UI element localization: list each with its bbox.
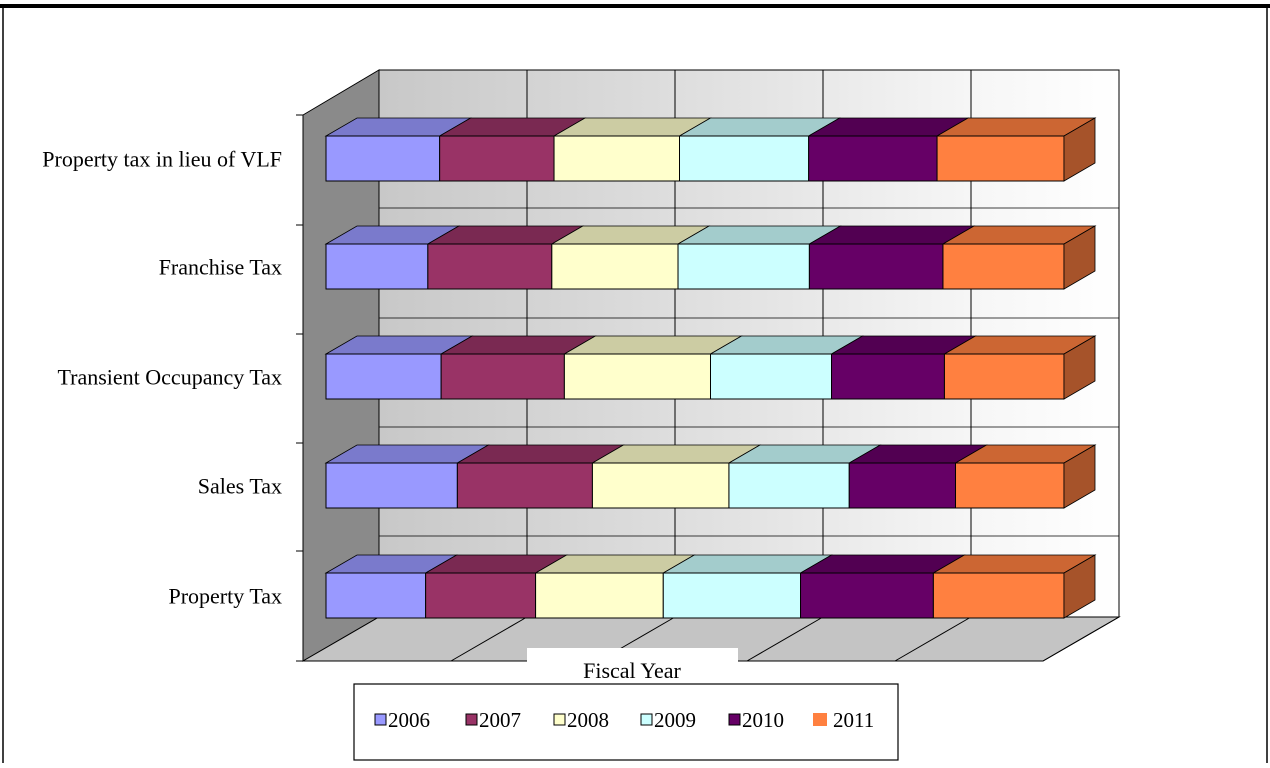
bar-0-2011	[935, 117, 1097, 182]
bar-face-3-2009	[728, 462, 850, 509]
legend-swatch-2009	[640, 713, 653, 726]
category-label-3: Sales Tax	[198, 474, 282, 499]
bar-face-2-2007	[440, 353, 565, 400]
bar-face-4-2008	[535, 572, 664, 619]
legend-swatch-2011	[813, 713, 827, 726]
bar-side-4-2011	[1063, 554, 1096, 619]
bar-face-1-2011	[942, 243, 1065, 290]
x-axis-title-box	[527, 648, 738, 690]
bar-face-3-2006	[325, 462, 458, 509]
bar-face-4-2006	[325, 572, 427, 619]
bar-face-3-2011	[955, 462, 1065, 509]
bar-3-2007	[455, 444, 625, 509]
bar-face-4-2009	[662, 572, 802, 619]
floor-gridline-100	[1042, 616, 1120, 662]
legend-swatch-2006	[374, 713, 387, 726]
bar-side-0-2011	[1063, 117, 1096, 182]
bar-3-2010	[847, 444, 988, 509]
category-label-1: Franchise Tax	[159, 255, 282, 280]
legend-swatch-2008	[553, 713, 566, 726]
bar-3-2006	[324, 444, 490, 509]
legend-swatch-2010	[728, 713, 741, 726]
bar-face-1-2009	[677, 243, 810, 290]
bar-face-2-2010	[831, 353, 945, 400]
category-label-4: Property Tax	[168, 584, 282, 609]
bar-face-4-2007	[425, 572, 537, 619]
bar-face-2-2008	[563, 353, 711, 400]
legend-box	[353, 683, 899, 761]
bar-face-1-2006	[325, 243, 429, 290]
bar-4-2007	[424, 554, 569, 619]
category-label-0: Property tax in lieu of VLF	[42, 147, 282, 172]
legend-label-2009: 2009	[654, 708, 696, 732]
bar-face-0-2006	[325, 135, 441, 182]
bar-2-2011	[942, 335, 1097, 400]
bar-2-2008	[562, 335, 743, 400]
bar-2-2007	[439, 335, 597, 400]
bar-face-3-2007	[456, 462, 593, 509]
bar-1-2010	[807, 225, 976, 290]
legend-label-2007: 2007	[479, 708, 521, 732]
category-label-2: Transient Occupancy Tax	[57, 365, 282, 390]
bar-4-2008	[534, 554, 696, 619]
legend-label-2008: 2008	[567, 708, 609, 732]
bar-4-2009	[661, 554, 834, 619]
bar-face-3-2010	[848, 462, 957, 509]
bar-face-4-2010	[800, 572, 934, 619]
floor-gridline-60	[746, 616, 824, 662]
legend: 2006 2007 2008 2009 2010 2011	[353, 683, 899, 761]
bar-face-2-2009	[709, 353, 833, 400]
bar-face-0-2011	[936, 135, 1065, 182]
legend-label-2006: 2006	[388, 708, 430, 732]
bar-3-2011	[954, 444, 1097, 509]
bar-0-2009	[678, 117, 842, 182]
bar-2-2009	[709, 335, 865, 400]
bar-4-2006	[324, 554, 459, 619]
bar-face-1-2010	[808, 243, 944, 290]
bar-face-4-2011	[932, 572, 1065, 619]
bar-3-2008	[590, 444, 762, 509]
bar-face-0-2009	[679, 135, 810, 182]
chart-bars	[324, 117, 1097, 619]
bar-face-0-2007	[439, 135, 555, 182]
x-axis-title: Fiscal Year	[583, 658, 681, 683]
bar-0-2008	[552, 117, 712, 182]
bar-side-2-2011	[1063, 335, 1096, 400]
bar-face-1-2007	[427, 243, 553, 290]
bar-1-2007	[426, 225, 585, 290]
floor-gridline-80	[894, 616, 972, 662]
bar-1-2011	[941, 225, 1097, 290]
bar-face-2-2006	[325, 353, 442, 400]
category-labels: Property tax in lieu of VLF Franchise Tax…	[42, 147, 282, 609]
bar-0-2010	[807, 117, 970, 182]
bar-side-3-2011	[1063, 444, 1096, 509]
bar-3-2009	[727, 444, 882, 509]
legend-label-2011: 2011	[833, 708, 874, 732]
floor-gridline-20	[450, 616, 528, 662]
bar-1-2008	[550, 225, 711, 290]
bar-face-1-2008	[551, 243, 679, 290]
bar-2-2010	[830, 335, 977, 400]
bar-face-2-2011	[943, 353, 1065, 400]
bar-side-1-2011	[1063, 225, 1096, 290]
bar-4-2010	[799, 554, 966, 619]
bar-4-2011	[931, 554, 1097, 619]
bar-1-2009	[676, 225, 842, 290]
bar-face-0-2008	[553, 135, 681, 182]
bar-face-3-2008	[591, 462, 730, 509]
legend-swatch-2007	[465, 713, 478, 726]
legend-label-2010: 2010	[742, 708, 784, 732]
chart-border-group	[0, 4, 1270, 763]
x-axis-title-group: Fiscal Year	[527, 648, 738, 690]
bar-face-0-2010	[808, 135, 938, 182]
bar-1-2006	[324, 225, 461, 290]
